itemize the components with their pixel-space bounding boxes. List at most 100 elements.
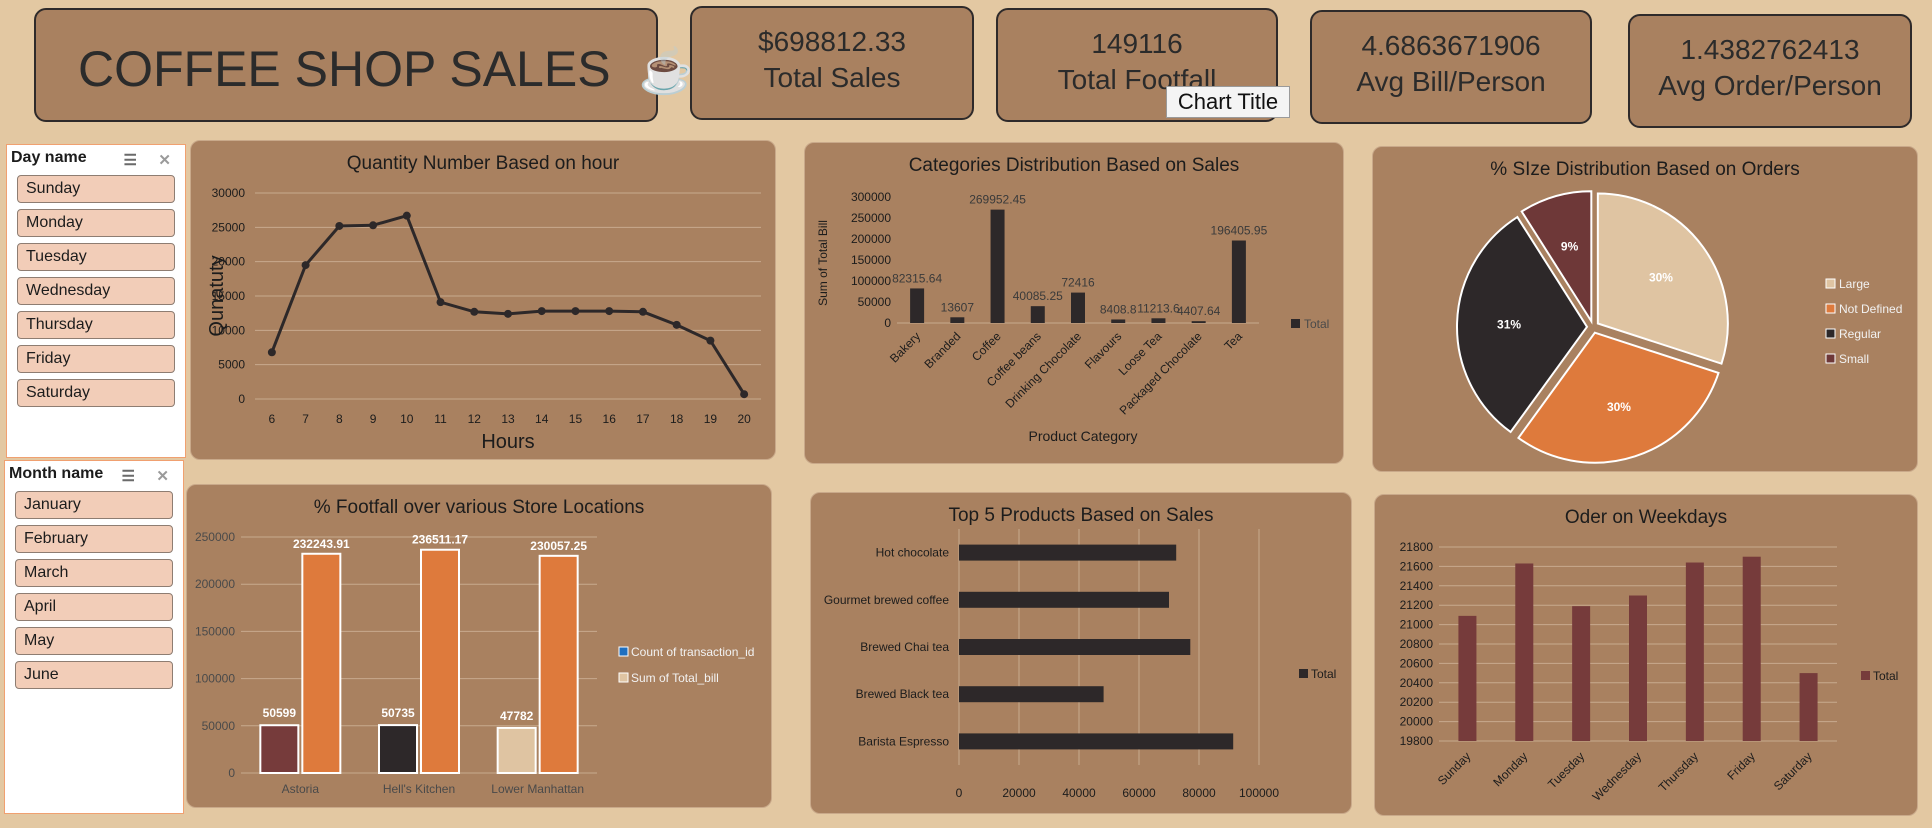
slicer-item-march[interactable]: March <box>15 559 173 587</box>
hourly-quantity-chart[interactable]: Quantity Number Based on hour 0 5000 10000… <box>190 140 776 460</box>
legend-label: Regular <box>1839 327 1881 341</box>
y-tick-label: Brewed Chai tea <box>860 640 949 654</box>
chart-title-tooltip: Chart Title <box>1166 86 1290 118</box>
kpi-value: 1.4382762413 <box>1680 34 1860 65</box>
y-tick-label: 150000 <box>195 624 235 638</box>
kpi-avg-order[interactable]: 1.4382762413 Avg Order/Person <box>1628 14 1912 128</box>
y-tick-label: 100000 <box>851 274 891 288</box>
x-tick-label: Thursday <box>1656 749 1701 794</box>
bar <box>910 288 925 323</box>
clear-filter-icon[interactable]: ✕ <box>158 152 171 169</box>
y-tick-label: 20800 <box>1400 637 1434 651</box>
chart-title: Quantity Number Based on hour <box>346 153 620 174</box>
x-tick-label: Friday <box>1724 749 1757 782</box>
y-tick-label: 21400 <box>1400 579 1434 593</box>
x-tick-label: Drinking Chocolate <box>1003 329 1085 411</box>
slicer-item-tuesday[interactable]: Tuesday <box>17 243 175 271</box>
y-tick-label: 20000 <box>1400 715 1434 729</box>
slicer-item-january[interactable]: January <box>15 491 173 519</box>
multi-select-icon[interactable]: ☰ <box>123 152 137 169</box>
y-tick-label: 50000 <box>858 295 892 309</box>
y-tick-label: 10000 <box>212 323 246 337</box>
x-tick-label: 20000 <box>1002 786 1036 800</box>
y-axis-title: Sum of Total Bill <box>816 220 830 306</box>
slicer-item-wednesday[interactable]: Wednesday <box>17 277 175 305</box>
legend-label: Sum of Total_bill <box>631 671 719 685</box>
size-distribution-chart[interactable]: % SIze Distribution Based on Orders 30% 3… <box>1372 146 1918 472</box>
y-tick-label: 250000 <box>195 530 235 544</box>
data-label: 9% <box>1561 239 1579 253</box>
legend-swatch <box>1291 319 1300 328</box>
data-point <box>402 211 411 220</box>
slicer-item-monday[interactable]: Monday <box>17 209 175 237</box>
bar <box>959 591 1169 608</box>
data-point <box>571 307 580 316</box>
y-tick-label: 150000 <box>851 253 891 267</box>
slicer-item-may[interactable]: May <box>15 627 173 655</box>
legend-label: Large <box>1839 277 1870 291</box>
slicer-item-thursday[interactable]: Thursday <box>17 311 175 339</box>
slicer-item-february[interactable]: February <box>15 525 173 553</box>
kpi-total-sales[interactable]: $698812.33 Total Sales <box>690 6 974 120</box>
pie-slice <box>1456 215 1589 434</box>
y-tick-label: 21600 <box>1400 559 1434 573</box>
y-tick-label: 0 <box>884 316 891 330</box>
x-tick-label: 0 <box>956 786 963 800</box>
bar <box>1458 615 1477 741</box>
data-point <box>470 307 479 316</box>
legend-label: Total <box>1311 667 1336 681</box>
data-label: 47782 <box>500 709 534 723</box>
weekday-orders-chart[interactable]: Oder on Weekdays 19800 20000 20200 20400 206… <box>1374 494 1918 816</box>
bar <box>1231 240 1246 323</box>
bar <box>1572 606 1591 741</box>
store-footfall-chart[interactable]: % Footfall over various Store Locations … <box>186 484 772 808</box>
slicer-item-sunday[interactable]: Sunday <box>17 175 175 203</box>
data-label: 31% <box>1497 317 1521 331</box>
slicer-item-april[interactable]: April <box>15 593 173 621</box>
dashboard-title: COFFEE SHOP SALES <box>78 41 611 97</box>
y-axis-title: Qunatuty <box>206 255 228 336</box>
x-tick-label: 40000 <box>1062 786 1096 800</box>
legend-swatch <box>618 672 629 683</box>
data-label: 30% <box>1649 271 1673 285</box>
bar <box>1151 318 1166 323</box>
clear-filter-icon[interactable]: ✕ <box>156 468 169 485</box>
bar <box>1515 563 1534 741</box>
bar <box>301 552 342 774</box>
top-products-chart[interactable]: Top 5 Products Based on Sales 0 20000 4000… <box>810 492 1352 814</box>
month-name-slicer: Month name ☰ ✕ January February March Ap… <box>4 460 184 814</box>
data-label: 8408.8 <box>1100 302 1137 316</box>
bar <box>378 724 418 774</box>
kpi-value: 149116 <box>1091 28 1183 59</box>
chart-title: Top 5 Products Based on Sales <box>948 505 1214 526</box>
y-tick-label: 100000 <box>195 672 235 686</box>
bar <box>1030 306 1045 323</box>
kpi-avg-bill[interactable]: 4.6863671906 Avg Bill/Person <box>1310 10 1592 124</box>
x-tick-label: 17 <box>636 412 650 426</box>
legend-label: Not Defined <box>1839 302 1902 316</box>
x-tick-label: 18 <box>670 412 684 426</box>
y-tick-label: 300000 <box>851 190 891 204</box>
chart-title: Oder on Weekdays <box>1564 507 1728 528</box>
x-tick-label: 19 <box>704 412 718 426</box>
bar <box>950 317 965 323</box>
bar <box>959 733 1234 750</box>
pie-slice <box>1596 192 1729 365</box>
slicer-item-june[interactable]: June <box>15 661 173 689</box>
category-sales-chart[interactable]: Categories Distribution Based on Sales 0… <box>804 142 1344 464</box>
legend-swatch <box>1861 671 1870 680</box>
x-tick-label: 16 <box>603 412 617 426</box>
multi-select-icon[interactable]: ☰ <box>121 468 135 485</box>
data-label: 196405.95 <box>1211 224 1268 238</box>
data-label: 50599 <box>263 706 297 720</box>
bar <box>1799 673 1818 741</box>
bar <box>496 726 537 775</box>
legend-label: Small <box>1839 352 1869 366</box>
bar <box>1111 319 1126 323</box>
slicer-item-friday[interactable]: Friday <box>17 345 175 373</box>
x-tick-label: Monday <box>1490 749 1530 789</box>
slicer-item-saturday[interactable]: Saturday <box>17 379 175 407</box>
x-tick-label: 80000 <box>1182 786 1216 800</box>
legend-swatch <box>1825 328 1836 339</box>
legend-swatch <box>1825 278 1836 289</box>
